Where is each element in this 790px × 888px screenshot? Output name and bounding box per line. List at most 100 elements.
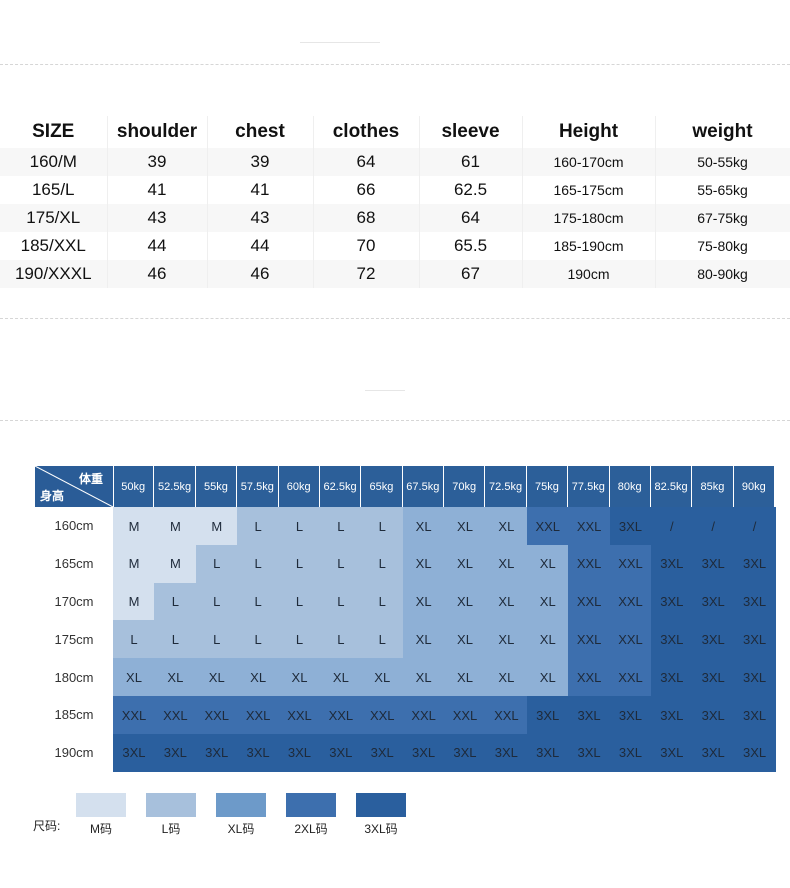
table-cell: 185/XXL xyxy=(0,232,108,260)
size-cell: L xyxy=(319,544,362,584)
size-cell: 3XL xyxy=(733,544,776,584)
table-cell: 39 xyxy=(107,148,208,176)
column-header-shoulder: shoulder xyxy=(107,116,208,148)
size-cell: 3XL xyxy=(609,696,652,735)
size-cell: M xyxy=(113,507,155,546)
weight-header-cell: 77.5kg xyxy=(568,466,610,507)
height-label: 185cm xyxy=(35,696,113,734)
column-header-clothes: clothes xyxy=(313,116,420,148)
size-cell: 3XL xyxy=(485,733,528,773)
size-cell: XXL xyxy=(444,696,486,735)
size-cell: 3XL xyxy=(733,658,776,697)
size-cell: 3XL xyxy=(319,733,362,773)
weight-header-cell: 75kg xyxy=(527,466,569,507)
size-cell: L xyxy=(361,620,404,659)
table-cell: 64 xyxy=(313,148,420,176)
size-cell: 3XL xyxy=(650,658,693,697)
size-cell: XL xyxy=(154,658,197,697)
size-cell: XL xyxy=(444,658,486,697)
legend-label: XL码 xyxy=(227,822,255,836)
table-row: 190/XXXL 46 46 72 67 190cm 80-90kg xyxy=(0,260,790,288)
size-cell: 3XL xyxy=(692,582,735,621)
size-cell: L xyxy=(237,544,280,584)
table-cell: 39 xyxy=(207,148,314,176)
size-cell: XL xyxy=(195,658,238,697)
size-cell: XXL xyxy=(568,507,611,546)
weight-header-cell: 82.5kg xyxy=(651,466,693,507)
table-cell: 46 xyxy=(207,260,314,288)
size-cell: L xyxy=(154,582,197,621)
table-cell: 67-75kg xyxy=(655,204,790,232)
size-cell: 3XL xyxy=(154,733,197,773)
size-cell: XXL xyxy=(113,696,155,735)
table-cell: 44 xyxy=(207,232,314,260)
size-cell: XL xyxy=(485,582,528,621)
size-cell: / xyxy=(692,507,735,546)
column-header-weight: weight xyxy=(655,116,790,148)
size-cell: 3XL xyxy=(650,620,693,659)
column-header-chest: chest xyxy=(207,116,314,148)
size-cell: XXL xyxy=(195,696,238,735)
size-cell: M xyxy=(113,582,155,621)
column-header-size: SIZE xyxy=(0,116,108,148)
size-cell: XL xyxy=(237,658,280,697)
table-cell: 185-190cm xyxy=(522,232,656,260)
size-cell: 3XL xyxy=(361,733,404,773)
size-cell: L xyxy=(195,582,238,621)
size-cell: 3XL xyxy=(278,733,321,773)
size-cell: L xyxy=(237,507,280,546)
size-cell: 3XL xyxy=(526,696,569,735)
top-divider xyxy=(0,64,790,65)
weight-header-cell: 62.5kg xyxy=(320,466,362,507)
size-cell: 3XL xyxy=(650,582,693,621)
faint-line xyxy=(365,390,405,391)
size-cell: XXL xyxy=(485,696,528,735)
weight-header-cell: 55kg xyxy=(196,466,238,507)
size-cell: XL xyxy=(526,582,569,621)
table-cell: 43 xyxy=(107,204,208,232)
legend-label: L码 xyxy=(161,822,181,836)
size-cell: XL xyxy=(402,507,445,546)
table-cell: 175/XL xyxy=(0,204,108,232)
size-cell: 3XL xyxy=(609,733,652,773)
size-cell: XL xyxy=(402,620,445,659)
size-table-header: SIZE shoulder chest clothes sleeve Height weig… xyxy=(0,116,790,148)
height-label: 190cm xyxy=(35,733,113,772)
size-cell: XL xyxy=(361,658,404,697)
weight-header-cell: 60kg xyxy=(279,466,320,507)
weight-header-cell: 90kg xyxy=(734,466,775,507)
table-cell: 41 xyxy=(107,176,208,204)
table-cell: 43 xyxy=(207,204,314,232)
size-cell: L xyxy=(319,620,362,659)
table-row: 175/XL 43 43 68 64 175-180cm 67-75kg xyxy=(0,204,790,232)
size-cell: XL xyxy=(526,544,569,584)
size-cell: 3XL xyxy=(444,733,486,773)
legend-swatch xyxy=(76,793,126,817)
weight-header-row xyxy=(35,466,775,507)
size-cell: L xyxy=(319,582,362,621)
height-label: 180cm xyxy=(35,658,113,696)
size-cell: L xyxy=(195,544,238,584)
corner-diagonal xyxy=(35,466,113,507)
size-cell: L xyxy=(278,620,321,659)
size-cell: L xyxy=(237,620,280,659)
size-cell: XL xyxy=(444,544,486,584)
table-cell: 46 xyxy=(107,260,208,288)
height-label: 160cm xyxy=(35,507,113,545)
size-cell: XL xyxy=(402,544,445,584)
size-cell: L xyxy=(195,620,238,659)
size-cell: M xyxy=(154,544,197,584)
table-cell: 75-80kg xyxy=(655,232,790,260)
table-cell: 55-65kg xyxy=(655,176,790,204)
lower-divider xyxy=(0,420,790,421)
size-cell: L xyxy=(278,544,321,584)
size-cell: / xyxy=(733,507,776,546)
size-cell: XL xyxy=(526,658,569,697)
size-cell: XL xyxy=(319,658,362,697)
table-cell: 67 xyxy=(419,260,523,288)
size-cell: 3XL xyxy=(237,733,280,773)
weight-header-cell: 65kg xyxy=(361,466,403,507)
size-measurement-table: SIZE shoulder chest clothes sleeve Height weig… xyxy=(0,116,790,288)
size-cell: M xyxy=(195,507,238,546)
size-cell: 3XL xyxy=(692,658,735,697)
